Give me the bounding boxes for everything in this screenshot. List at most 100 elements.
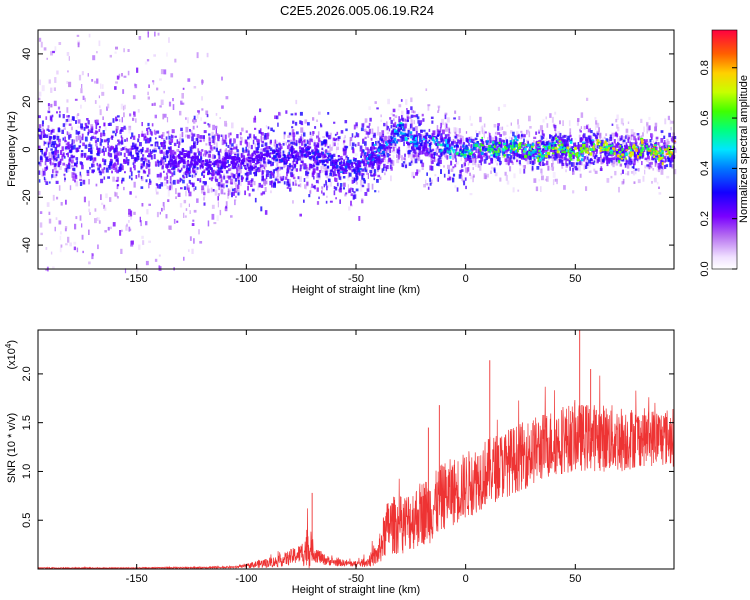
spectrogram-cell [299, 136, 302, 141]
spectrogram-cell [262, 153, 266, 156]
spectrogram-cell [553, 124, 557, 129]
spectrogram-cell [556, 135, 560, 138]
spectrogram-cell [580, 126, 582, 129]
spectrogram-cell [170, 169, 174, 175]
spectrogram-cell [162, 157, 165, 160]
spectrogram-cell [296, 143, 298, 147]
spectrogram-cell [277, 181, 281, 184]
spectrogram-cell [355, 164, 358, 168]
spectrogram-cell [196, 141, 199, 145]
spectrogram-cell [441, 118, 445, 125]
spectrogram-cell [392, 125, 396, 128]
spectrogram-cell [444, 153, 447, 157]
spectrogram-cell [168, 140, 171, 145]
spectrogram-cell [531, 165, 534, 171]
spectrogram-cell [158, 184, 162, 189]
spectrogram-cell [96, 119, 99, 125]
spectrogram-cell [640, 137, 644, 140]
spectrogram-cell [288, 148, 292, 152]
spectrogram-cell [119, 118, 121, 122]
spectrogram-cell [94, 100, 97, 104]
spectrogram-cell [275, 140, 278, 145]
spectrogram-cell [106, 164, 109, 169]
spectrogram-cell [597, 157, 600, 162]
spectrogram-cell [80, 104, 82, 109]
spectrogram-cell [156, 184, 159, 189]
spectrogram-cell [515, 144, 518, 148]
spectrogram-cell [162, 132, 165, 137]
spectrogram-cell [484, 153, 488, 156]
spectrogram-cell [614, 149, 617, 154]
spectrogram-cell [437, 105, 441, 108]
spectrogram-cell [185, 208, 188, 211]
spectrogram-cell [442, 139, 444, 144]
spectrogram-cell [448, 128, 451, 134]
spectrogram-cell [550, 145, 553, 151]
spectrogram-cell [502, 131, 506, 136]
spectrogram-cell [283, 162, 286, 169]
spectrogram-cell [73, 144, 76, 150]
spectrogram-cell [588, 152, 591, 156]
spectrogram-cell [609, 137, 613, 142]
spectrogram-cell [416, 116, 420, 120]
spectrogram-cell [353, 194, 357, 199]
spectrogram-cell [592, 154, 595, 157]
spectrogram-cell [157, 146, 161, 150]
spectrogram-cell [336, 146, 339, 151]
spectrogram-cell [273, 158, 277, 163]
spectrogram-cell [222, 183, 225, 189]
spectrogram-cell [551, 154, 554, 157]
spectrogram-cell [650, 136, 653, 140]
spectrogram-cell [245, 130, 248, 133]
spectrogram-cell [466, 139, 470, 143]
spectrogram-cell [347, 157, 350, 161]
spectrogram-cell [405, 99, 408, 105]
spectrogram-cell [235, 173, 237, 177]
spectrogram-cell [124, 104, 126, 110]
spectrogram-cell [222, 134, 224, 138]
spectrogram-cell [98, 129, 101, 132]
spectrogram-cell [510, 160, 513, 164]
spectrogram-cell [388, 135, 390, 141]
spectrogram-cell [655, 136, 659, 140]
spectrogram-cell [213, 155, 216, 159]
spectrogram-cell [348, 172, 352, 177]
spectrogram-cell [236, 169, 239, 174]
spectrogram-cell [592, 146, 595, 149]
spectrogram-cell [554, 111, 557, 115]
spectrogram-cell [97, 122, 100, 125]
spectrogram-cell [265, 125, 268, 128]
spectrogram-cell [217, 164, 220, 169]
spectrogram-cell [336, 131, 339, 135]
spectrogram-cell [351, 188, 354, 193]
spectrogram-cell [592, 142, 595, 146]
spectrogram-cell [512, 147, 516, 151]
spectrogram-cell [100, 132, 103, 138]
spectrogram-cell [411, 157, 413, 163]
spectrogram-cell [472, 141, 475, 145]
spectrogram-cell [510, 122, 512, 126]
spectrogram-cell [192, 164, 195, 169]
spectrogram-cell [39, 79, 41, 86]
spectrogram-cell [588, 170, 591, 173]
spectrogram-cell [364, 136, 367, 140]
spectrogram-cell [229, 139, 231, 145]
spectrogram-cell [615, 154, 618, 159]
spectrogram-cell [539, 125, 543, 131]
spectrogram-cell [98, 40, 101, 47]
spectrogram-cell [478, 148, 481, 152]
spectrogram-cell [475, 148, 478, 153]
spectrogram-cell [347, 175, 350, 181]
spectrogram-cell [572, 154, 575, 159]
spectrogram-cell [155, 130, 157, 136]
spectrogram-cell [671, 160, 675, 163]
spectrogram-cell [394, 115, 398, 118]
spectrogram-cell [393, 118, 395, 122]
spectrogram-cell [236, 167, 238, 170]
spectrogram-cell [306, 171, 310, 174]
spectrogram-cell [390, 159, 393, 164]
spectrogram-cell [666, 138, 669, 145]
spectrogram-cell [179, 133, 182, 140]
spectrogram-cell [519, 144, 522, 148]
spectrogram-cell [155, 191, 159, 195]
